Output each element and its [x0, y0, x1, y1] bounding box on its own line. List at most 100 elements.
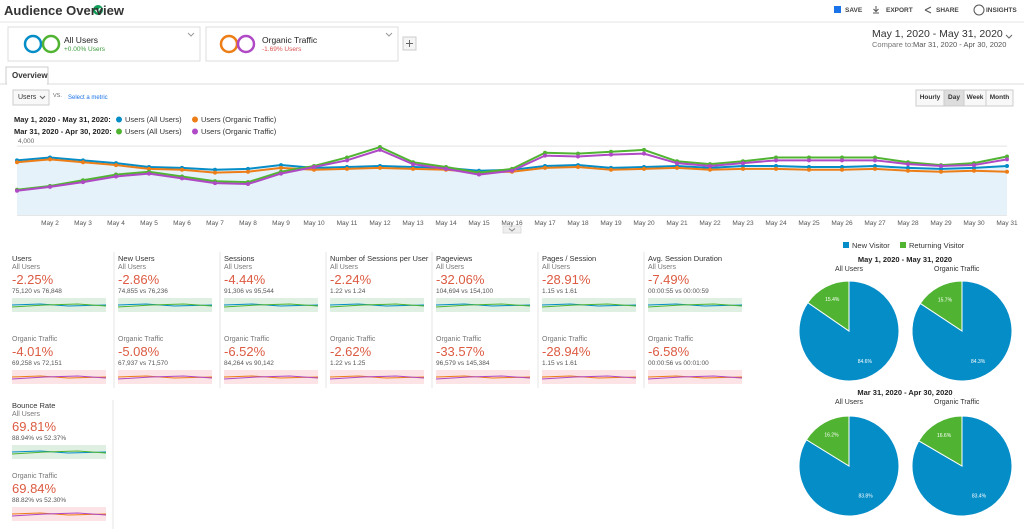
share-icon	[924, 6, 932, 14]
metric-compare: 91,306 vs 95,544	[224, 288, 274, 295]
metric-dropdown[interactable]	[12, 89, 50, 106]
pie-value-label: 83.4%	[972, 493, 987, 499]
legend-period: Mar 31, 2020 - Apr 30, 2020:	[14, 127, 112, 136]
metric-change: -2.24%	[330, 272, 372, 287]
pie-segment: Organic Traffic	[934, 266, 980, 273]
collapse-arrow	[508, 228, 516, 232]
data-point	[378, 145, 382, 150]
sparkline	[11, 512, 107, 517]
dropdown-arrow	[187, 32, 195, 37]
header-action[interactable]: EXPORT	[886, 7, 913, 14]
pie-slice	[911, 280, 1013, 382]
metric-change: -7.49%	[648, 272, 690, 287]
data-point	[1005, 164, 1009, 169]
metric-compare: 104,694 vs 154,100	[436, 288, 494, 295]
x-tick-label: May 22	[699, 220, 721, 227]
legend-item: Users (All Users)	[125, 127, 182, 136]
segment-name: All Users	[64, 35, 99, 45]
data-point	[939, 169, 943, 174]
legend-period: May 1, 2020 - May 31, 2020:	[14, 115, 111, 124]
segment-icon	[41, 34, 61, 54]
vs-label: VS.	[53, 93, 62, 99]
granularity-label[interactable]: Week	[966, 94, 984, 101]
x-tick-label: May 3	[74, 220, 92, 227]
x-tick-label: May 4	[107, 220, 125, 227]
pie-value-label: 16.2%	[824, 433, 839, 439]
tab-label[interactable]: Overview	[12, 71, 48, 80]
data-point	[1005, 154, 1009, 159]
metric-compare: 75,120 vs 76,848	[12, 288, 62, 295]
data-point	[642, 147, 646, 152]
data-point	[147, 171, 151, 176]
x-tick-label: May 23	[732, 220, 754, 227]
data-point	[15, 160, 19, 165]
data-point	[246, 169, 250, 174]
data-point	[213, 167, 217, 172]
x-tick-label: May 26	[831, 220, 853, 227]
metric-name: Pages / Session	[542, 254, 597, 263]
x-tick-label: May 20	[633, 220, 655, 227]
save-icon	[834, 6, 841, 13]
metric-change: -4.01%	[12, 344, 54, 359]
metric-compare: 00:00:56 vs 00:01:00	[648, 360, 709, 367]
data-point	[840, 164, 844, 169]
metric-segment: Organic Traffic	[224, 336, 270, 343]
granularity-button[interactable]	[985, 89, 1014, 107]
pie-legend-label: Returning Visitor	[909, 241, 965, 250]
select-metric[interactable]: Select a metric	[68, 95, 108, 101]
pie-value-label: 84.6%	[858, 359, 873, 365]
data-point	[807, 164, 811, 169]
x-tick-label: May 12	[369, 220, 391, 227]
metric-segment: Organic Traffic	[118, 336, 164, 343]
data-point	[774, 164, 778, 169]
header-action[interactable]: INSIGHTS	[986, 7, 1017, 14]
legend-swatch	[116, 128, 122, 135]
data-point	[279, 165, 283, 170]
granularity-label[interactable]: Hourly	[919, 94, 941, 101]
sparkline	[647, 375, 743, 380]
granularity-label[interactable]: Month	[989, 94, 1010, 101]
x-tick-label: May 15	[468, 220, 490, 227]
metric-change: -6.52%	[224, 344, 266, 359]
data-point	[345, 166, 349, 171]
data-point	[543, 165, 547, 170]
metric-change: -2.62%	[330, 344, 372, 359]
metric-change: -4.44%	[224, 272, 266, 287]
metric-change: -5.08%	[118, 344, 160, 359]
data-point	[774, 166, 778, 171]
pie-segment: Organic Traffic	[934, 399, 980, 406]
data-point	[114, 163, 118, 168]
metric-segment: All Users	[648, 264, 677, 271]
verified-check	[95, 7, 102, 13]
x-tick-label: May 8	[239, 220, 257, 227]
segment-icon	[23, 34, 43, 54]
data-point	[873, 164, 877, 169]
data-point	[741, 164, 745, 169]
dropdown-arrow	[39, 95, 46, 100]
header-action[interactable]: SAVE	[845, 7, 863, 14]
data-point	[906, 162, 910, 167]
data-point	[609, 167, 613, 172]
granularity-label[interactable]: Day	[948, 94, 960, 101]
data-point	[312, 167, 316, 172]
metric-change: -2.25%	[12, 272, 54, 287]
sparkline	[223, 375, 319, 380]
metric-compare: 84,264 vs 90,142	[224, 360, 274, 367]
data-point	[774, 155, 778, 160]
compare-range: Mar 31, 2020 - Apr 30, 2020	[913, 40, 1007, 49]
data-point	[840, 167, 844, 172]
data-point	[114, 174, 118, 179]
sparkline	[541, 375, 637, 380]
header-bar	[0, 0, 1024, 22]
header-action[interactable]: SHARE	[936, 7, 959, 14]
x-tick-label: May 29	[930, 220, 952, 227]
data-point	[774, 158, 778, 163]
metric-select[interactable]: Users	[18, 94, 37, 101]
metric-change: -33.57%	[436, 344, 485, 359]
data-point	[411, 166, 415, 171]
pie-segment: All Users	[834, 266, 863, 273]
data-point	[81, 180, 85, 185]
date-range[interactable]: May 1, 2020 - May 31, 2020	[872, 28, 1003, 40]
collapse-toggle[interactable]	[502, 225, 522, 234]
